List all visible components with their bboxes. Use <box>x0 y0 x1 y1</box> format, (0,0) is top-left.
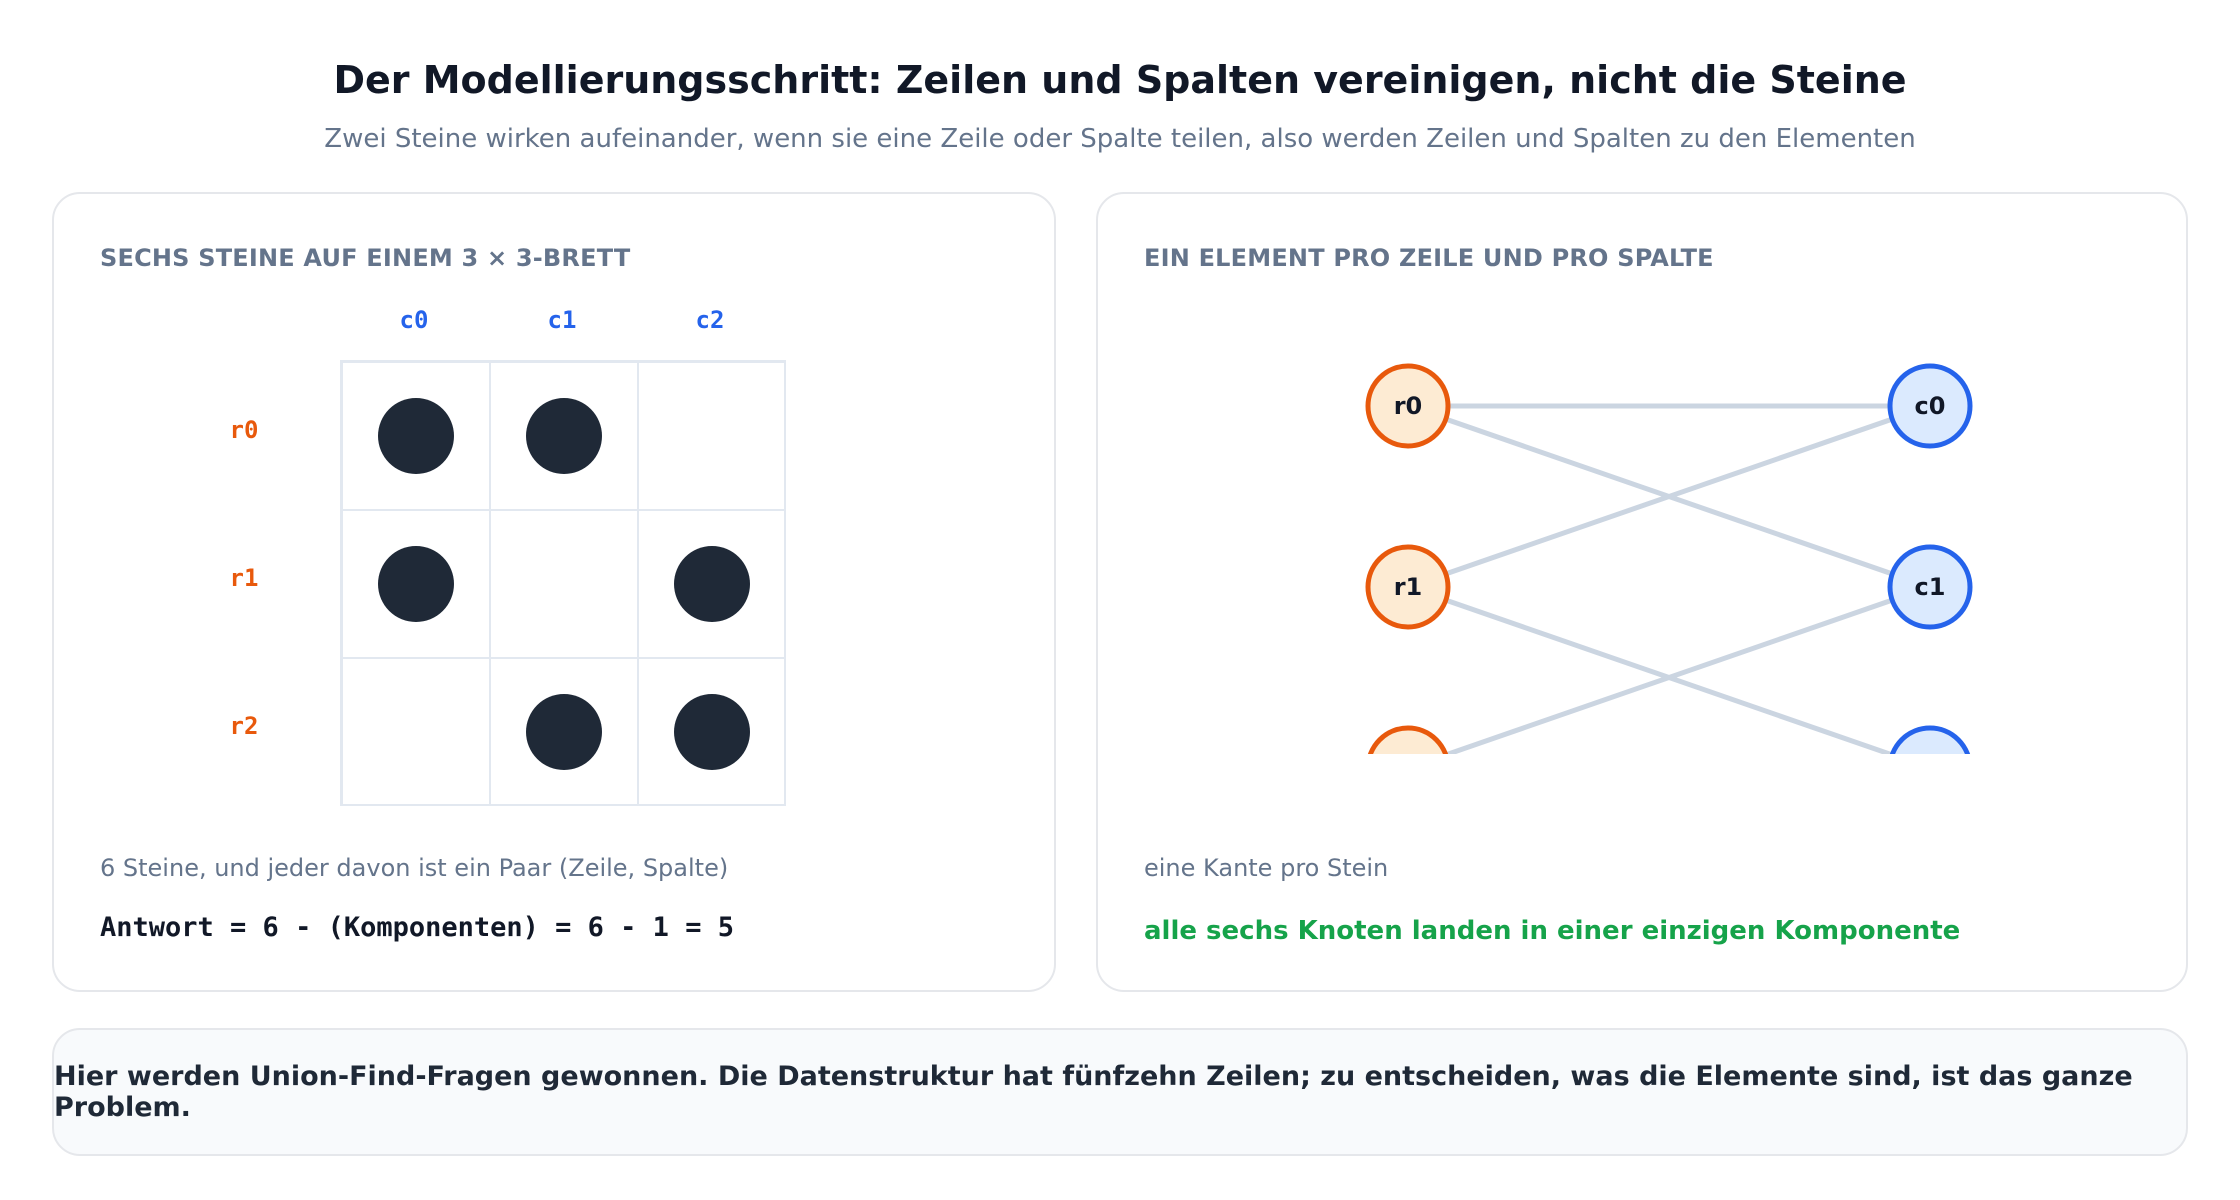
column-node-c1: c1 <box>1887 544 1973 630</box>
graph-panel-heading: EIN ELEMENT PRO ZEILE UND PRO SPALTE <box>1144 244 1714 272</box>
column-node-c0: c0 <box>1887 363 1973 449</box>
row-node-circle <box>1365 544 1451 630</box>
board-cell-r1-c2 <box>638 510 786 658</box>
board-cell-r2-c0 <box>342 658 490 806</box>
board-cell-r2-c2 <box>638 658 786 806</box>
edge-r1-c0 <box>1407 403 1931 590</box>
board-cell-r1-c1 <box>490 510 638 658</box>
column-node-circle <box>1887 544 1973 630</box>
page-subtitle: Zwei Steine wirken aufeinander, wenn sie… <box>324 124 1916 154</box>
row-label-r1: r1 <box>229 564 259 592</box>
board-caption: 6 Steine, und jeder davon ist ein Paar (… <box>100 854 729 882</box>
graph-panel: EIN ELEMENT PRO ZEILE UND PRO SPALTE r0 r… <box>1096 192 2188 992</box>
row-label-r0: r0 <box>229 416 259 444</box>
graph-caption: eine Kante pro Stein <box>1144 854 1389 882</box>
stone <box>674 546 750 622</box>
board-panel-heading: SECHS STEINE AUF EINEM 3 × 3-BRETT <box>100 244 631 272</box>
row-node-label: r0 <box>1394 392 1423 420</box>
board-cell-r0-c1 <box>490 362 638 510</box>
board-cell-r0-c2 <box>638 362 786 510</box>
column-node-label: c0 <box>1915 392 1946 420</box>
stone <box>674 694 750 770</box>
game-board <box>340 360 786 806</box>
column-node-circle <box>1889 725 1971 754</box>
column-node-label: c1 <box>1915 573 1946 601</box>
column-label-c1: c1 <box>547 306 577 334</box>
column-label-c2: c2 <box>695 306 725 334</box>
stone <box>378 546 454 622</box>
board-panel: SECHS STEINE AUF EINEM 3 × 3-BRETT c0 c1… <box>52 192 1056 992</box>
column-node-circle <box>1887 363 1973 449</box>
row-label-r2: r2 <box>229 712 259 740</box>
column-node-c2: c2 <box>1889 725 1971 754</box>
row-node-circle <box>1367 725 1449 754</box>
stone <box>526 398 602 474</box>
row-node-circle <box>1365 363 1451 449</box>
stone <box>526 694 602 770</box>
bipartite-graph: r0 r1 r2 c0 c1 c2 <box>1365 363 1973 754</box>
board-cell-r1-c0 <box>342 510 490 658</box>
row-node-label: r1 <box>1394 573 1423 601</box>
edge-r2-c1 <box>1440 584 1931 754</box>
graph-conclusion: alle sechs Knoten landen in einer einzig… <box>1144 916 1961 946</box>
board-cell-r2-c1 <box>490 658 638 806</box>
board-cell-r0-c0 <box>342 362 490 510</box>
column-label-c0: c0 <box>399 306 429 334</box>
row-node-r0: r0 <box>1365 363 1451 449</box>
stone <box>378 398 454 474</box>
footer-note: Hier werden Union-Find-Fragen gewonnen. … <box>52 1028 2188 1156</box>
row-node-r1: r1 <box>1365 544 1451 630</box>
answer-formula: Antwort = 6 - (Komponenten) = 6 - 1 = 5 <box>100 912 734 943</box>
row-node-r2: r2 <box>1367 725 1449 754</box>
page-title: Der Modellierungsschritt: Zeilen und Spa… <box>333 58 1907 102</box>
